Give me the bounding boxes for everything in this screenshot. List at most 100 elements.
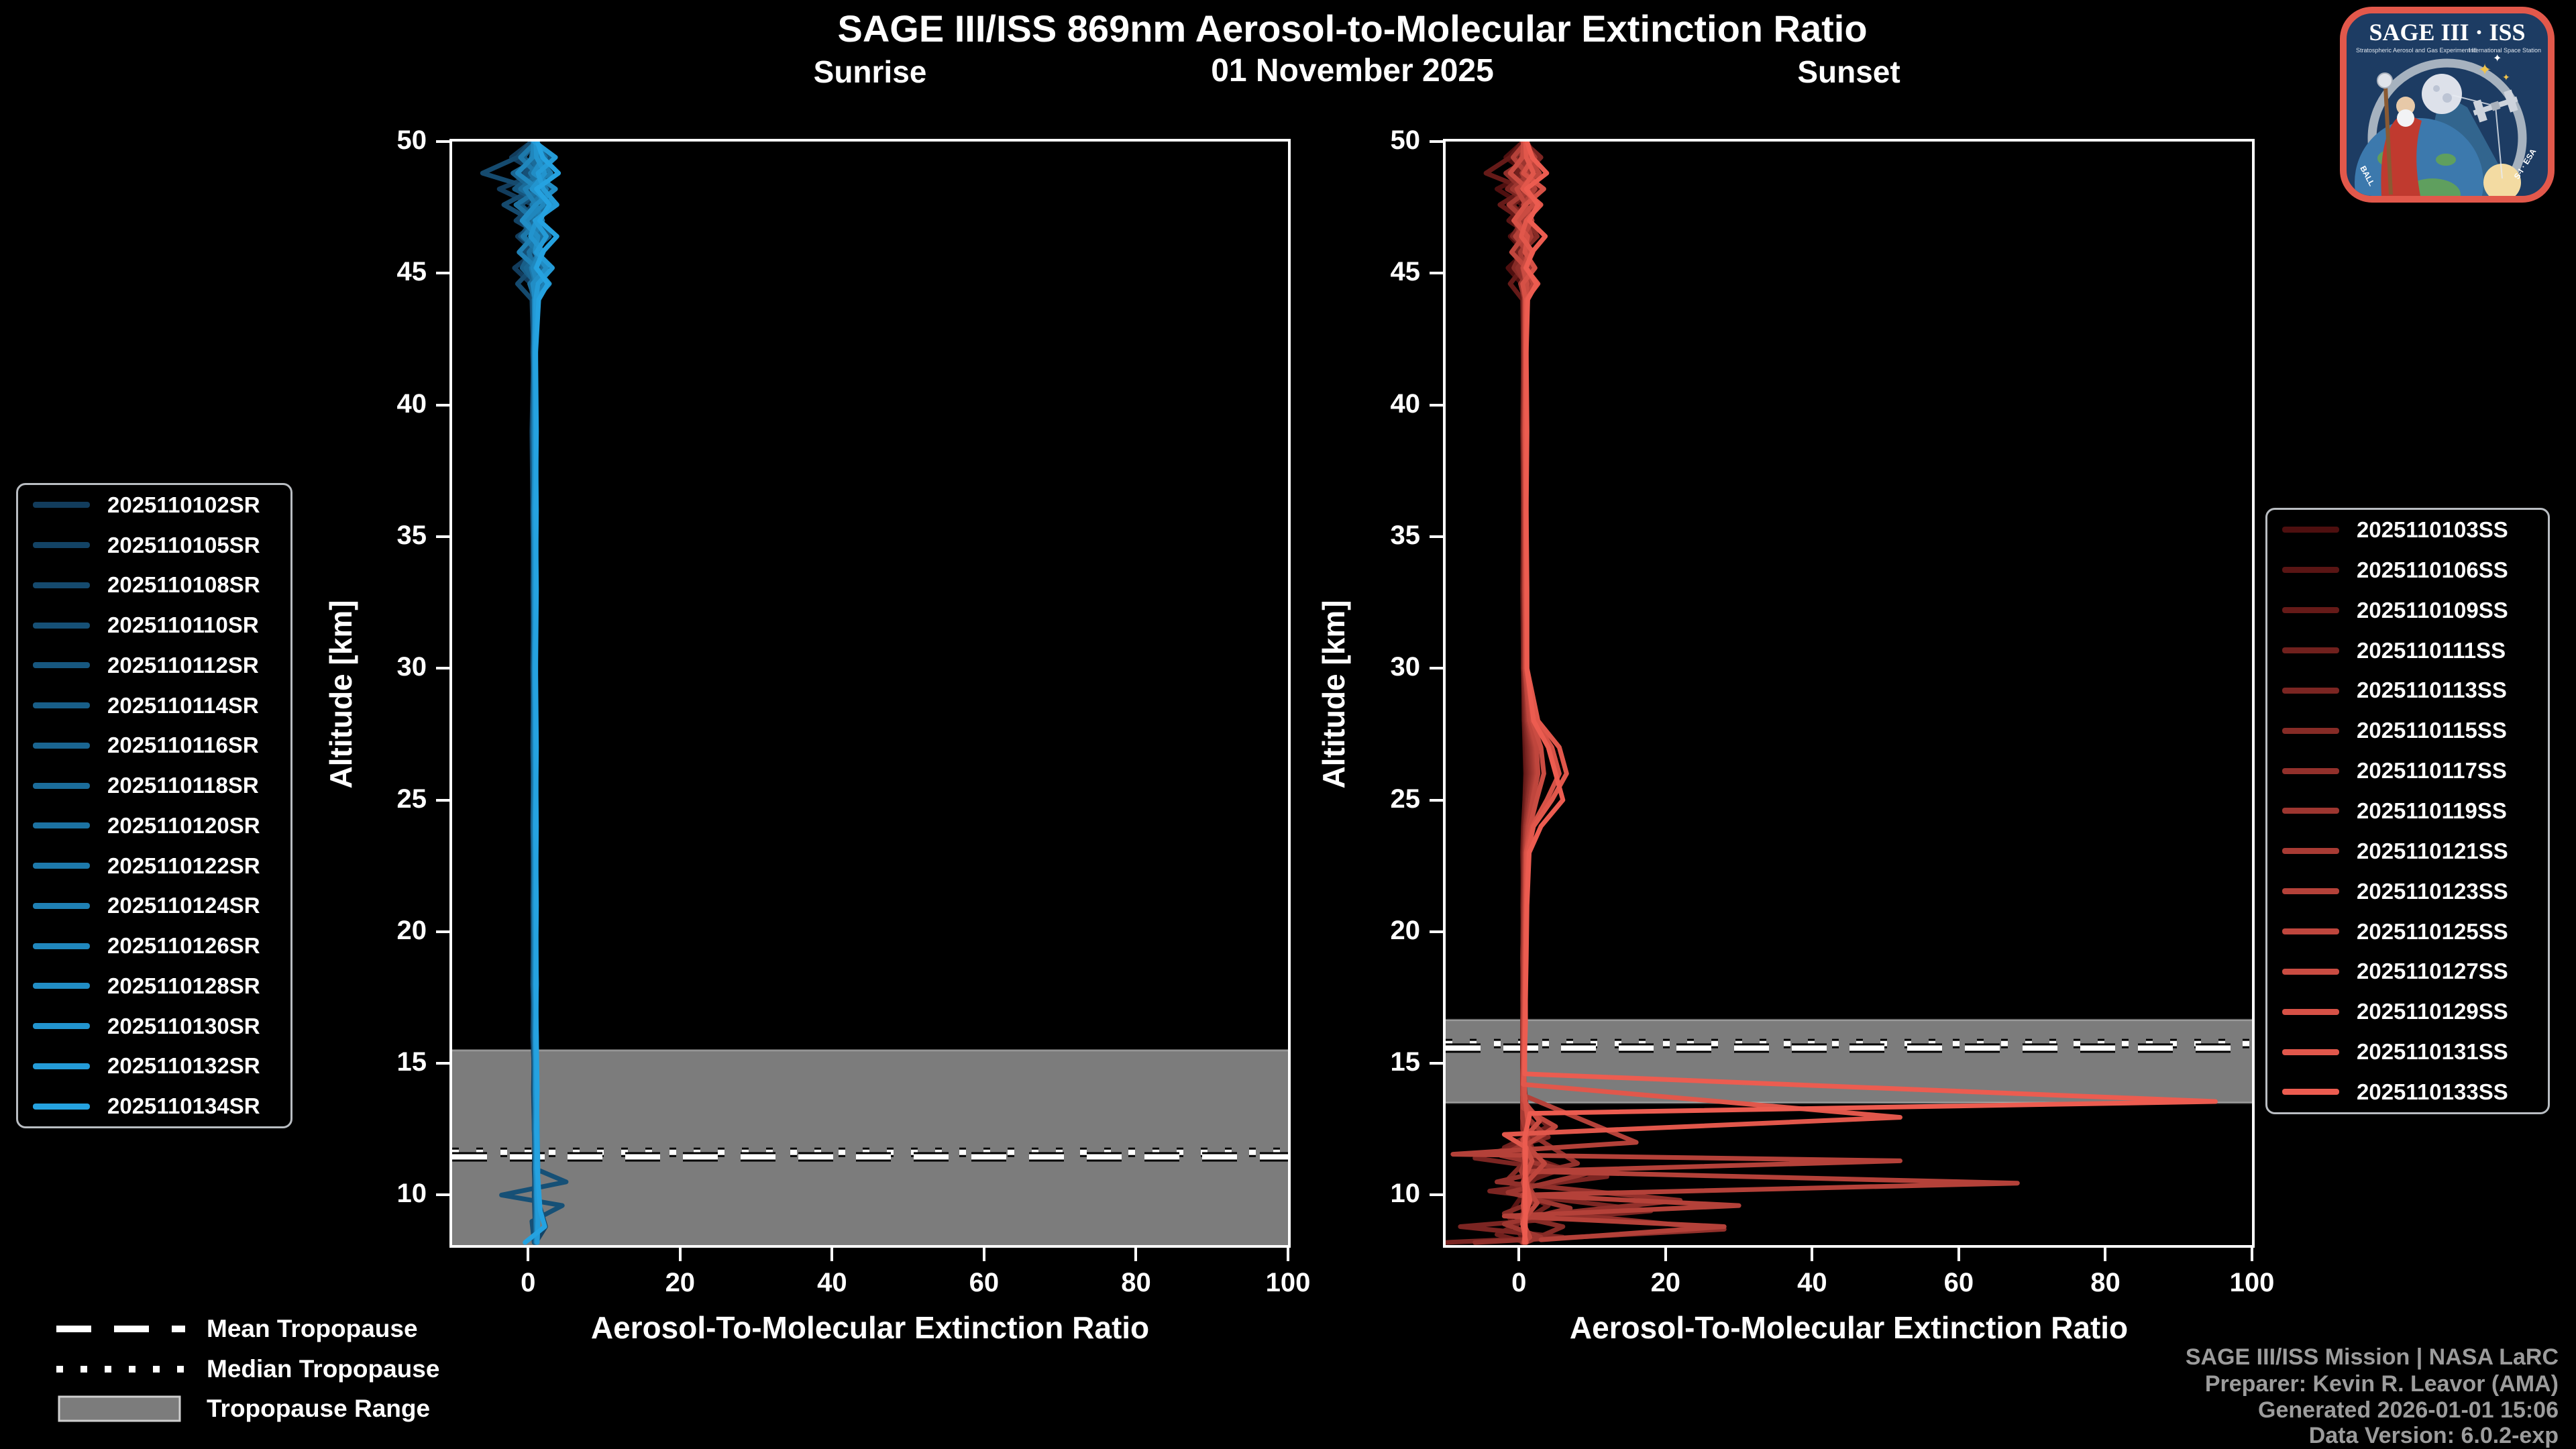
legend-event-label: 2025110125SS	[2357, 918, 2508, 944]
y-tick-mark	[1430, 798, 1443, 802]
legend-event-label: 2025110133SS	[2357, 1079, 2508, 1104]
figure-beard	[2397, 109, 2414, 127]
credit-preparer: Preparer: Kevin R. Leavor (AMA)	[2204, 1371, 2559, 1397]
legend-item: 2025110134SR	[18, 1093, 290, 1119]
sunset-plot-svg	[1446, 142, 2252, 1245]
moon-crater-icon	[2433, 85, 2440, 92]
x-tick-label: 40	[1797, 1268, 1827, 1297]
iss-icon	[2473, 89, 2518, 123]
sun-icon	[2483, 164, 2521, 196]
figure-head	[2396, 97, 2415, 115]
legend-line-swatch	[33, 1063, 90, 1069]
legend-line-swatch	[33, 702, 90, 709]
legend-line-swatch	[33, 742, 90, 749]
x-tick-label: 100	[1265, 1268, 1311, 1297]
panel-title-sunset: Sunset	[1797, 54, 1900, 89]
legend-event-label: 2025110129SS	[2357, 999, 2508, 1024]
y-tick-mark	[1430, 272, 1443, 275]
panel-title-sunrise: Sunrise	[813, 54, 927, 89]
x-tick-label: 60	[1943, 1268, 1974, 1297]
legend-item: 2025110123SS	[2267, 879, 2548, 904]
orbit-ring-icon	[2367, 58, 2527, 196]
legend-event-label: 2025110118SR	[107, 773, 259, 798]
y-tick-mark	[1430, 140, 1443, 143]
legend-line-swatch	[33, 943, 90, 949]
legend-item: 2025110118SR	[18, 773, 290, 798]
y-tick-label: 20	[1390, 915, 1421, 945]
legend-item: 2025110126SR	[18, 933, 290, 959]
x-tick-label: 60	[969, 1268, 1000, 1297]
legend-item: 2025110109SS	[2267, 598, 2548, 623]
legend-event-label: 2025110105SR	[107, 532, 260, 557]
mission-patch-art: ✦ ✦ ✦ SAGE III · ISS Stratospheric Aeros…	[2355, 19, 2541, 196]
legend-event-label: 2025110103SS	[2357, 517, 2508, 542]
credit-data-version: Data Version: 6.0.2-exp	[2308, 1423, 2559, 1448]
patch-subtitle-right: International Space Station	[2469, 47, 2541, 54]
y-tick-mark	[436, 403, 449, 407]
sightline	[2495, 105, 2503, 179]
legend-event-label: 2025110124SR	[107, 893, 260, 918]
x-tick-label: 40	[817, 1268, 847, 1297]
legend-item: 2025110132SR	[18, 1053, 290, 1079]
legend-line-swatch	[2282, 1049, 2339, 1055]
legend-item: 2025110116SR	[18, 733, 290, 758]
y-tick-label: 25	[1390, 784, 1421, 814]
y-tick-mark	[436, 140, 449, 143]
x-tick-label: 80	[1121, 1268, 1151, 1297]
x-tick-mark	[1287, 1248, 1289, 1261]
earth-land-icon	[2436, 154, 2456, 166]
mean-tropopause-label: Mean Tropopause	[207, 1315, 418, 1342]
patch-subtitle-left: Stratospheric Aerosol and Gas Experiment…	[2356, 47, 2477, 54]
profile-line-2025110131SS	[1501, 142, 1902, 1245]
sunrise-y-axis-label: Altitude [km]	[323, 600, 358, 789]
sunrise-x-axis-label: Aerosol-To-Molecular Extinction Ratio	[590, 1310, 1150, 1345]
legend-event-label: 2025110132SR	[107, 1053, 260, 1079]
x-tick-mark	[527, 1248, 530, 1261]
y-tick-label: 50	[396, 125, 427, 155]
legend-event-label: 2025110110SR	[107, 612, 259, 638]
legend-event-label: 2025110113SS	[2357, 678, 2507, 703]
legend-line-swatch	[33, 983, 90, 989]
y-tick-mark	[1430, 667, 1443, 670]
legend-item: 2025110115SS	[2267, 718, 2548, 743]
legend-item: 2025110127SS	[2267, 959, 2548, 984]
y-tick-label: 40	[1390, 388, 1421, 419]
legend-line-swatch	[2282, 687, 2339, 694]
y-tick-label: 30	[1390, 652, 1421, 682]
y-tick-label: 40	[396, 388, 427, 419]
legend-line-swatch	[2282, 928, 2339, 935]
x-tick-mark	[830, 1248, 834, 1261]
y-tick-mark	[436, 1062, 449, 1065]
page-title: SAGE III/ISS 869nm Aerosol-to-Molecular …	[837, 7, 1868, 50]
mean-tropopause-dashed-line-icon	[56, 1326, 185, 1332]
legend-line-swatch	[2282, 527, 2339, 533]
tropopause-range-label: Tropopause Range	[207, 1395, 431, 1422]
legend-line-swatch	[33, 542, 90, 549]
legend-line-swatch	[2282, 607, 2339, 614]
legend-line-swatch	[2282, 848, 2339, 855]
star-icon: ✦	[2493, 53, 2502, 64]
legend-item: 2025110112SR	[18, 653, 290, 678]
x-tick-mark	[1957, 1248, 1960, 1261]
tropopause-range-swatch-icon	[58, 1395, 181, 1422]
x-tick-label: 80	[2090, 1268, 2121, 1297]
legend-line-swatch	[2282, 1089, 2339, 1095]
y-tick-mark	[1430, 1193, 1443, 1197]
sunrise-plot-area	[449, 139, 1291, 1248]
legend-line-swatch	[2282, 1008, 2339, 1015]
legend-item: 2025110121SS	[2267, 839, 2548, 864]
sage-iii-iss-mission-patch-logo: ✦ ✦ ✦ SAGE III · ISS Stratospheric Aeros…	[2340, 7, 2555, 203]
y-tick-mark	[1430, 535, 1443, 538]
legend-line-swatch	[33, 582, 90, 588]
y-tick-label: 10	[396, 1179, 427, 1209]
y-tick-mark	[436, 930, 449, 933]
date-subtitle: 01 November 2025	[1211, 53, 1494, 89]
legend-line-swatch	[33, 1103, 90, 1110]
legend-item: 2025110125SS	[2267, 919, 2548, 945]
sunset-legend: 2025110103SS 2025110106SS 2025110109SS 2025…	[2265, 508, 2550, 1114]
legend-event-label: 2025110131SS	[2357, 1039, 2508, 1065]
legend-event-label: 2025110119SS	[2357, 798, 2507, 823]
y-tick-mark	[1430, 403, 1443, 407]
x-tick-mark	[678, 1248, 682, 1261]
legend-event-label: 2025110111SS	[2357, 637, 2506, 663]
